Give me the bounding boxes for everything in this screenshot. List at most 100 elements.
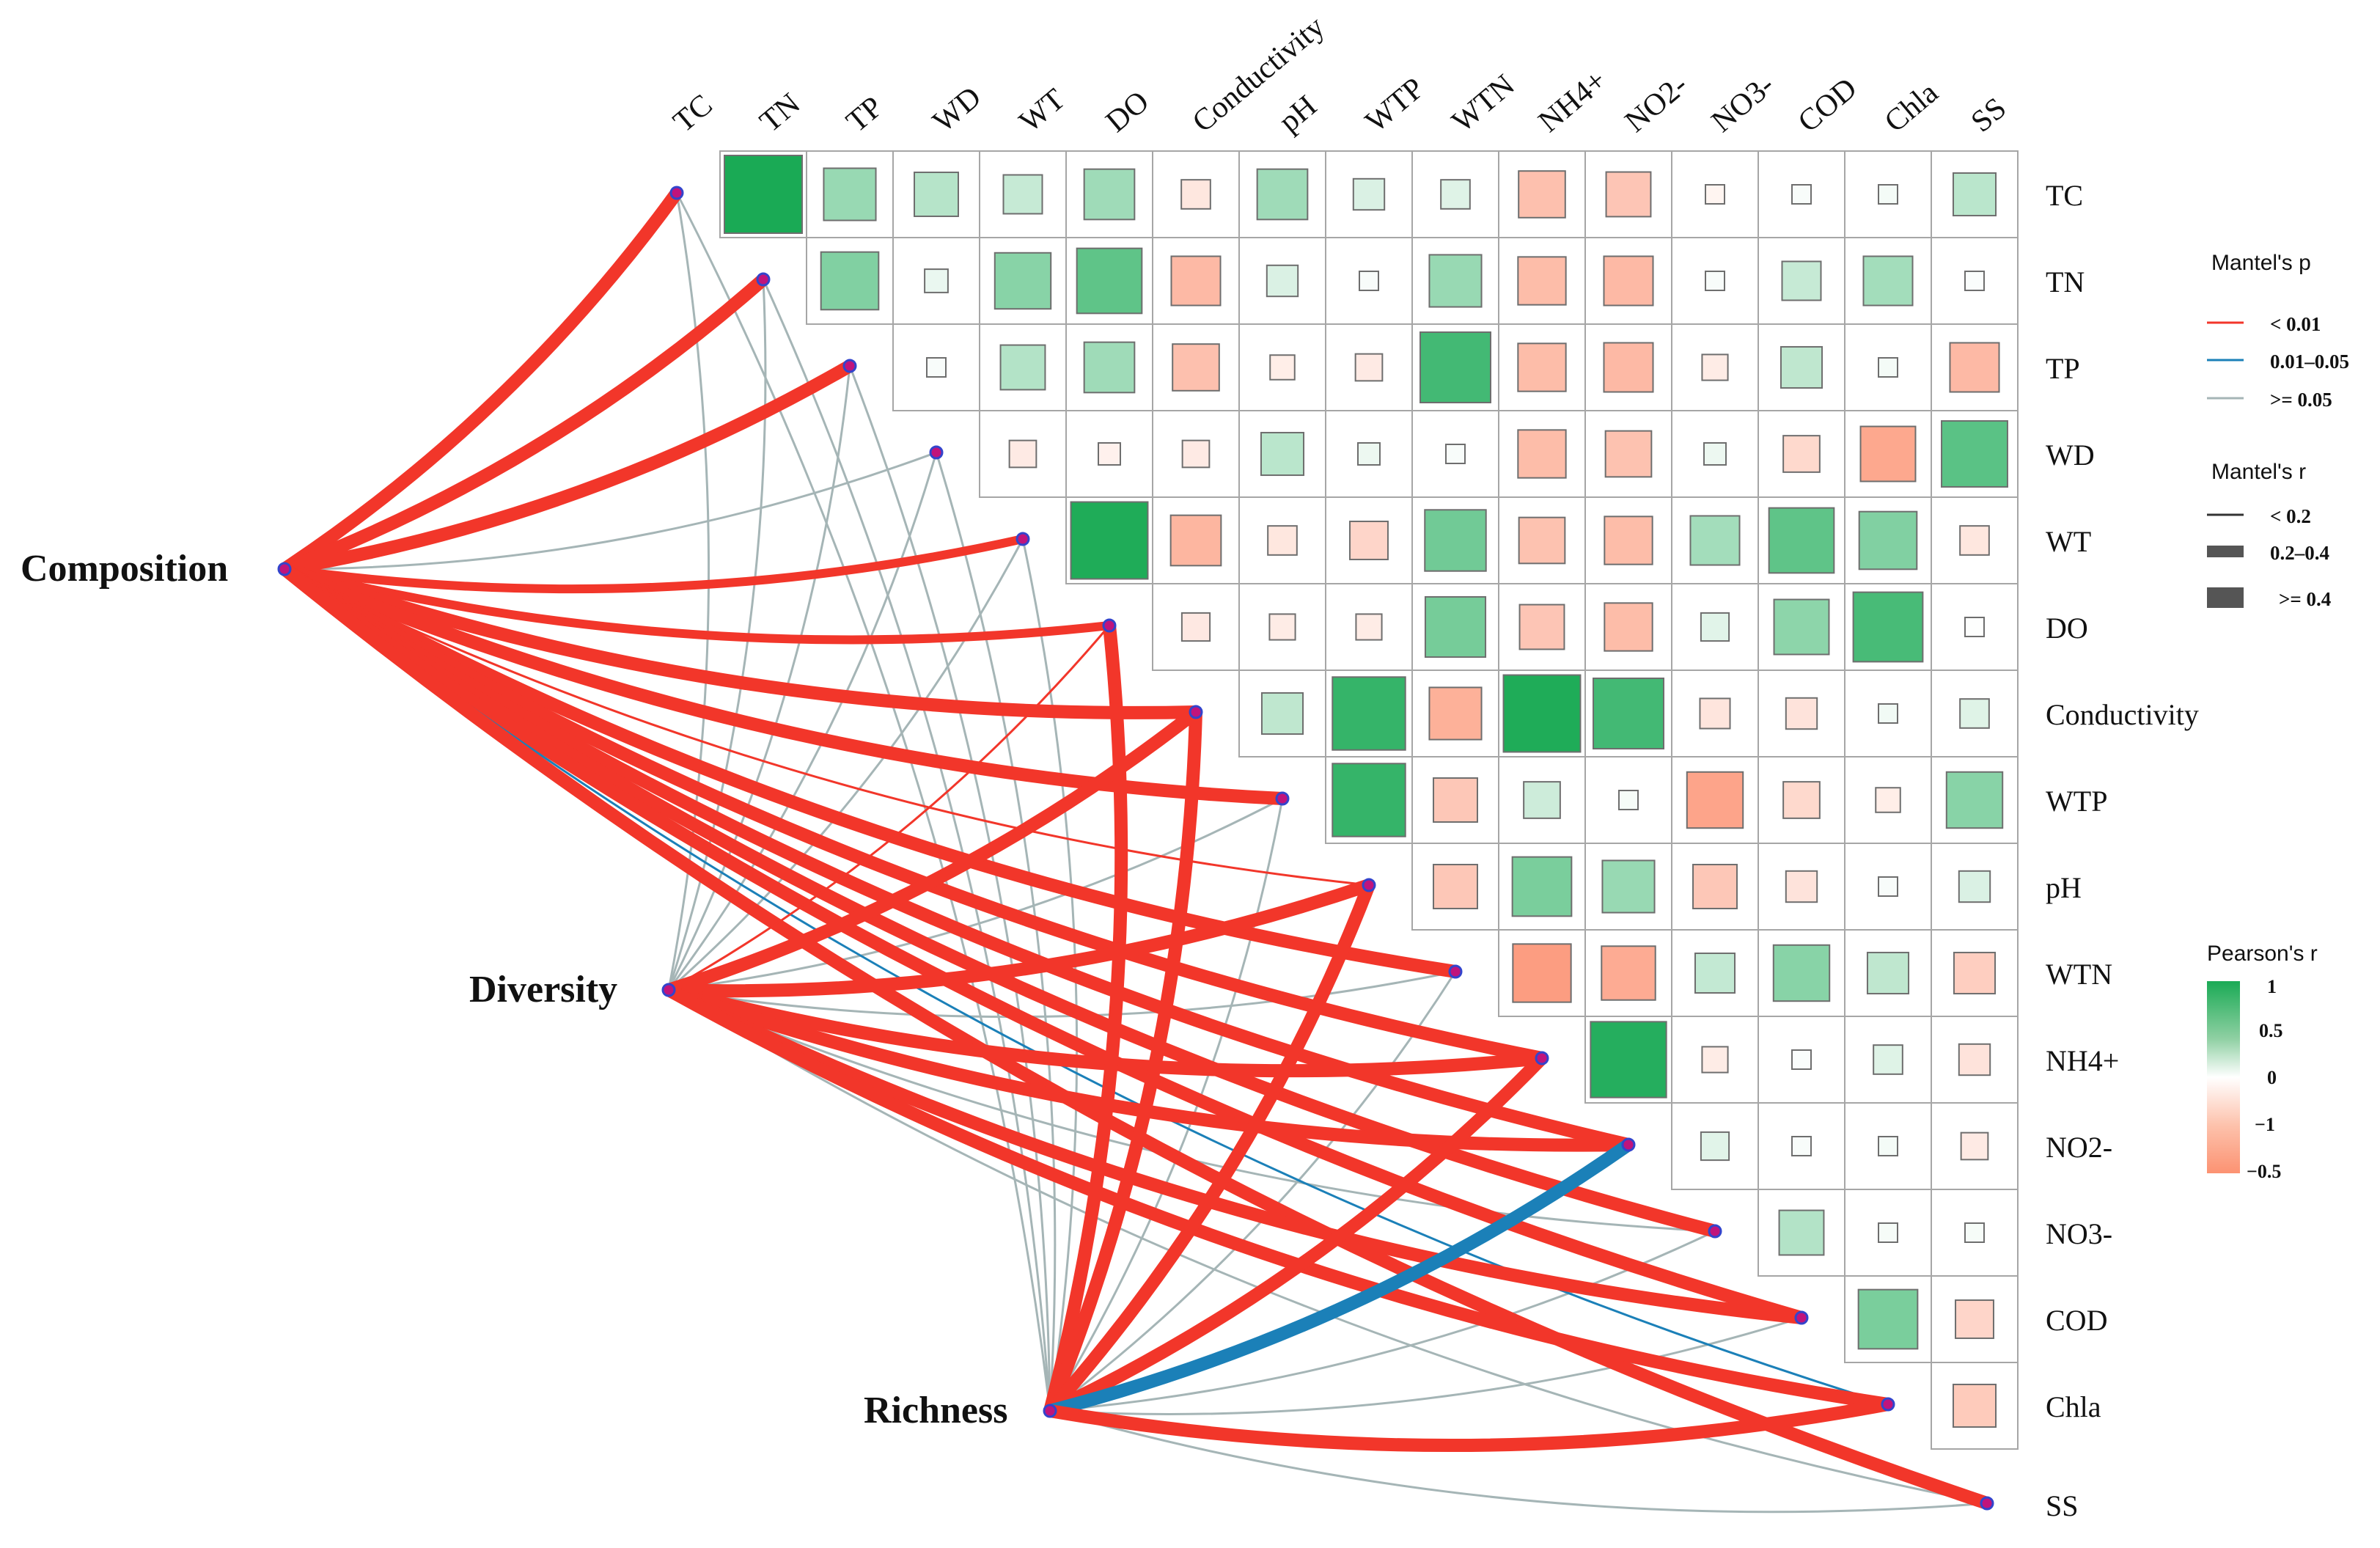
link-richness-tn (762, 278, 1051, 1412)
cell-tn-wtn (1411, 237, 1499, 325)
cell-wd-wtp (1325, 410, 1413, 498)
cell-nh4plus-no3minus (1671, 1016, 1759, 1104)
cell-wtp-no2minus (1584, 756, 1672, 844)
cell-square (1773, 598, 1830, 656)
cell-square (1701, 353, 1729, 381)
cell-square (1952, 172, 1997, 217)
cell-conductivity-no2minus (1584, 670, 1672, 758)
row-label-no3minus: NO3- (2046, 1217, 2112, 1250)
cell-square (1002, 174, 1043, 215)
link-diversity-ss (667, 988, 1988, 1505)
cell-square (1170, 255, 1222, 307)
cell-square (1266, 264, 1299, 298)
cell-do-cod (1758, 583, 1845, 671)
cell-tc-wt (979, 150, 1067, 238)
cell-tn-no3minus (1671, 237, 1759, 325)
cell-wt-nh4plus (1498, 496, 1586, 584)
cell-square (1964, 271, 1985, 291)
node-cod (1794, 1310, 1809, 1325)
cell-square (1953, 951, 1997, 995)
cell-square (1424, 595, 1487, 659)
cell-square (1433, 777, 1478, 823)
cell-wtn-chla (1844, 929, 1932, 1017)
cell-wt-no2minus (1584, 496, 1672, 584)
row-label-wtp: WTP (2046, 785, 2107, 818)
cell-wd-conductivity (1152, 410, 1240, 498)
col-label-wd: WD (927, 80, 988, 139)
row-label-cod: COD (2046, 1304, 2107, 1337)
cell-square (1705, 184, 1725, 205)
cell-square (823, 167, 877, 221)
link-richness-tc (675, 191, 1051, 1412)
nodes (277, 186, 1994, 1511)
col-label-wtp: WTP (1359, 71, 1430, 139)
cell-square (1768, 507, 1835, 574)
link-richness-ss (1048, 1409, 1988, 1514)
cell-square (1700, 1131, 1730, 1162)
cell-square (1180, 179, 1211, 210)
cell-tn-wtp (1325, 237, 1413, 325)
legend: Mantel's p < 0.01 0.01–0.05 >= 0.05 Mant… (2207, 251, 2349, 1182)
cell-square (1785, 870, 1818, 903)
cell-square (1782, 435, 1821, 473)
cell-square (1605, 171, 1652, 218)
cell-square (1518, 170, 1566, 219)
cell-tp-ph (1238, 323, 1326, 411)
cell-square (1357, 442, 1381, 466)
cell-square (1428, 254, 1483, 308)
cell-tc-conductivity (1152, 150, 1240, 238)
node-no3minus (1708, 1224, 1722, 1239)
cell-square (820, 251, 880, 311)
cell-square (1694, 952, 1736, 994)
cell-square (1875, 787, 1901, 813)
link-richness-tp (848, 364, 1051, 1412)
cell-wd-no3minus (1671, 410, 1759, 498)
link-composition-wtp (278, 562, 1289, 805)
link-diversity-wtp (667, 797, 1284, 991)
cell-square (1959, 525, 1990, 556)
cell-wtn-cod (1758, 929, 1845, 1017)
cell-wtp-cod (1758, 756, 1845, 844)
row-label-nh4plus: NH4+ (2046, 1044, 2119, 1077)
cell-conductivity-chla (1844, 670, 1932, 758)
link-richness-no2minus (1043, 1138, 1635, 1417)
legend-r-label-2: 0.2–0.4 (2270, 542, 2329, 564)
link-diversity-wtn (667, 970, 1457, 1019)
link-composition-no2minus (278, 562, 1635, 1151)
mantel-p-title: Mantel's p (2211, 251, 2311, 275)
cell-tc-nh4plus (1498, 150, 1586, 238)
cell-do-conductivity (1152, 583, 1240, 671)
cell-square (1269, 354, 1296, 381)
cell-tc-ph (1238, 150, 1326, 238)
cell-square (1349, 521, 1389, 560)
cell-frame (1671, 237, 1759, 325)
node-ph (1362, 878, 1376, 892)
cell-square (1440, 179, 1471, 210)
cell-ph-no2minus (1584, 843, 1672, 931)
cell-square (1428, 686, 1483, 741)
cell-wt-ss (1931, 496, 2019, 584)
cell-square (1076, 247, 1143, 315)
cell-tc-no2minus (1584, 150, 1672, 238)
link-diversity-do (667, 624, 1111, 991)
legend-r-label-3: >= 0.4 (2279, 588, 2331, 610)
cell-square (1949, 342, 2000, 393)
cell-square (1172, 343, 1220, 392)
cell-square (1601, 859, 1656, 914)
cell-square (1419, 331, 1491, 403)
pearson-tick-3: 0 (2267, 1067, 2277, 1088)
cell-square (1785, 697, 1818, 730)
link-diversity-wt (667, 538, 1024, 991)
cell-nh4plus-cod (1758, 1016, 1845, 1104)
cell-square (1511, 856, 1573, 917)
group-labels: Composition Diversity Richness (21, 548, 1007, 1431)
cell-square (1083, 168, 1136, 221)
link-composition-conductivity (278, 562, 1202, 719)
node-richness (1043, 1404, 1057, 1418)
col-label-wtn: WTN (1446, 68, 1521, 139)
cell-wt-do (1065, 496, 1153, 584)
cell-tn-ph (1238, 237, 1326, 325)
cell-square (1852, 591, 1924, 663)
cell-no2minus-ss (1931, 1102, 2019, 1190)
